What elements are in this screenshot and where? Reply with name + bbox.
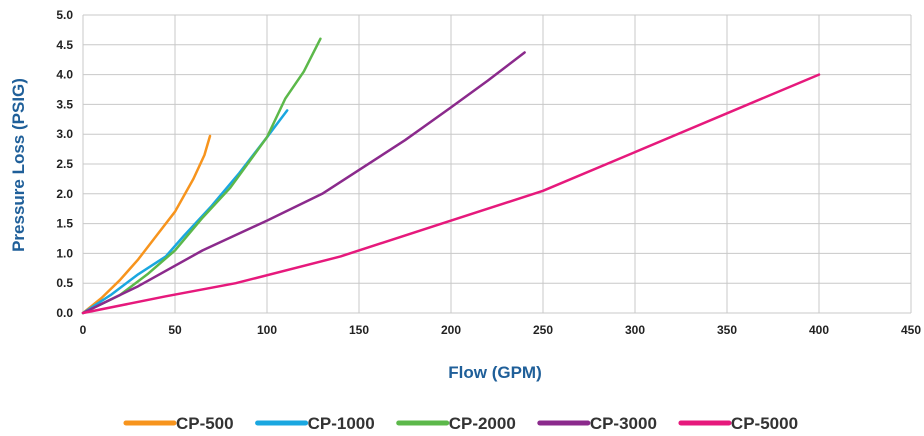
y-tick-label: 1.5: [56, 217, 73, 231]
x-tick-label: 50: [168, 323, 182, 337]
grid: [82, 14, 912, 314]
y-tick-label: 2.0: [56, 187, 73, 201]
y-tick-label: 1.0: [56, 246, 73, 260]
legend-label: CP-3000: [590, 414, 657, 433]
series-line-cp-5000: [81, 73, 821, 315]
legend-label: CP-5000: [731, 414, 798, 433]
y-tick-label: 4.5: [56, 38, 73, 52]
series-line-cp-3000: [81, 51, 526, 315]
x-tick-label: 250: [533, 323, 553, 337]
x-tick-label: 400: [809, 323, 829, 337]
y-axis-title: Pressure Loss (PSIG): [9, 78, 28, 252]
x-tick-label: 100: [257, 323, 277, 337]
y-tick-label: 0.5: [56, 276, 73, 290]
x-tick-label: 200: [441, 323, 461, 337]
x-tick-label: 350: [717, 323, 737, 337]
y-tick-label: 5.0: [56, 8, 73, 22]
series-lines: [81, 37, 821, 315]
x-tick-label: 150: [349, 323, 369, 337]
x-axis-title: Flow (GPM): [448, 363, 541, 382]
series-line-cp-1000: [81, 109, 289, 315]
legend-label: CP-1000: [308, 414, 375, 433]
legend-label: CP-500: [176, 414, 234, 433]
legend: CP-500 CP-1000 CP-2000 CP-3000 CP-5000: [123, 414, 798, 433]
y-tick-label: 0.0: [56, 306, 73, 320]
series-line-cp-2000: [81, 37, 322, 315]
y-tick-label: 3.5: [56, 97, 73, 111]
x-tick-label: 450: [901, 323, 921, 337]
x-tick-label: 300: [625, 323, 645, 337]
y-tick-label: 2.5: [56, 157, 73, 171]
x-tick-label: 0: [80, 323, 87, 337]
legend-label: CP-2000: [449, 414, 516, 433]
y-tick-label: 4.0: [56, 68, 73, 82]
tick-labels: 0 50 100 150 200 250 300 350 400 450 0.0 0.5 1.0 1.5 2…: [56, 8, 921, 337]
series-line-cp-500: [81, 134, 212, 315]
y-tick-label: 3.0: [56, 127, 73, 141]
